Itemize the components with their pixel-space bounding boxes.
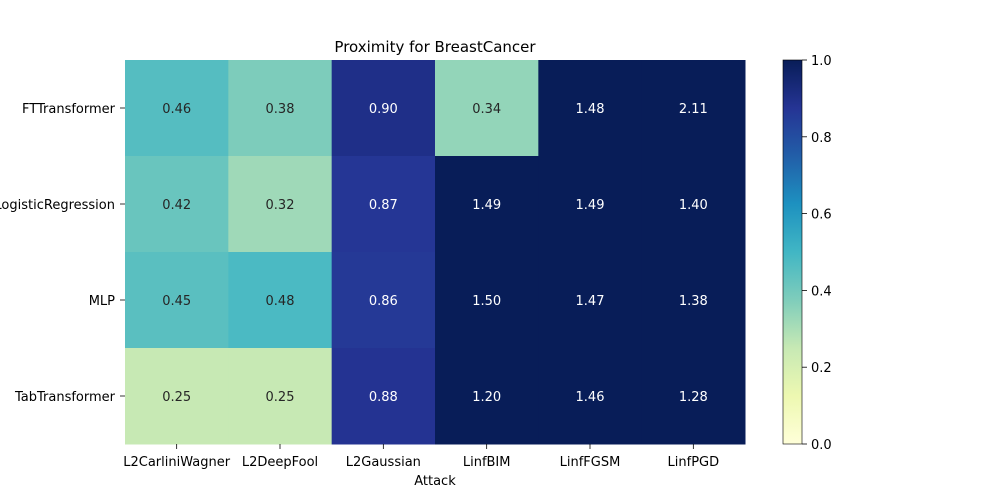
heatmap-cell [641,156,746,253]
heatmap-cell [435,252,539,349]
heatmap-cell [228,60,333,157]
cell-value-label: 2.11 [679,102,708,117]
heatmap-cell [228,252,333,349]
heatmap-cell [435,156,539,253]
x-tick-label: L2CarliniWagner [123,455,230,470]
heatmap-cell [125,156,229,253]
heatmap-cell [331,252,436,349]
cell-value-label: 0.42 [162,198,191,213]
x-tick-label: LinfPGD [668,455,720,470]
colorbar-frame [782,59,803,445]
cell-value-label: 0.38 [266,102,295,117]
colorbar-tick-label: 0.0 [811,438,832,453]
chart-title: Proximity for BreastCancer [334,38,536,56]
colorbar-tick-label: 0.8 [811,131,832,146]
heatmap-cell [538,156,643,253]
cell-value-label: 0.25 [266,390,295,405]
cell-value-label: 1.46 [576,390,605,405]
cell-value-label: 0.46 [162,102,191,117]
y-tick-label: TabTransformer [14,390,116,405]
cell-value-label: 0.25 [162,390,191,405]
cell-value-label: 1.40 [679,198,708,213]
cell-value-label: 1.38 [679,294,708,309]
colorbar-tick-label: 0.2 [811,361,832,376]
y-tick-label: FTTransformer [22,102,116,117]
cell-value-label: 1.28 [679,390,708,405]
heatmap-cell [538,60,643,157]
colorbar-gradient [783,60,802,444]
cell-value-label: 0.45 [162,294,191,309]
heatmap-cell [125,252,229,349]
colorbar-tick-label: 1.0 [811,54,832,69]
y-axis: FTTransformer LogisticRegression MLP TabTra… [0,102,125,405]
heatmap-cell [641,252,746,349]
colorbar: 0.0 0.2 0.4 0.6 0.8 1.0 [782,54,832,453]
x-tick-label: LinfFGSM [560,455,621,470]
cell-value-label: 1.48 [576,102,605,117]
cell-value-label: 1.47 [576,294,605,309]
heatmap-cell [641,60,746,157]
cell-value-label: 0.32 [266,198,295,213]
cell-value-label: 0.34 [472,102,501,117]
heatmap-cell [435,60,539,157]
heatmap-cell [331,156,436,253]
heatmap-cell [331,348,436,445]
x-axis-label: Attack [414,474,456,489]
heatmap-cell [641,348,746,445]
heatmap-cell-labels: 0.46 0.38 0.90 0.34 1.48 2.11 0.42 0.32 0.87 1.49… [162,102,708,405]
heatmap-cell [538,348,643,445]
heatmap-cell [435,348,539,445]
cell-value-label: 0.87 [369,198,398,213]
x-tick-label: LinfBIM [463,455,511,470]
cell-value-label: 0.86 [369,294,398,309]
heatmap-cell [331,60,436,157]
colorbar-tick-label: 0.6 [811,208,832,223]
heatmap-cells [125,60,746,445]
heatmap-cell [125,60,229,157]
heatmap-cell [228,156,333,253]
heatmap-cell [228,348,333,445]
x-axis: L2CarliniWagner L2DeepFool L2Gaussian LinfB… [123,444,719,470]
colorbar-tick-label: 0.4 [811,284,832,299]
y-tick-label: LogisticRegression [0,198,115,213]
cell-value-label: 0.48 [266,294,295,309]
heatmap-cell [125,348,229,445]
cell-value-label: 0.90 [369,102,398,117]
colorbar-ticks: 0.0 0.2 0.4 0.6 0.8 1.0 [802,54,832,453]
y-tick-label: MLP [89,294,115,309]
heatmap-cell [538,252,643,349]
x-tick-label: L2Gaussian [346,455,421,470]
cell-value-label: 1.49 [576,198,605,213]
cell-value-label: 1.20 [472,390,501,405]
cell-value-label: 1.49 [472,198,501,213]
cell-value-label: 0.88 [369,390,398,405]
x-tick-label: L2DeepFool [242,455,318,470]
cell-value-label: 1.50 [472,294,501,309]
